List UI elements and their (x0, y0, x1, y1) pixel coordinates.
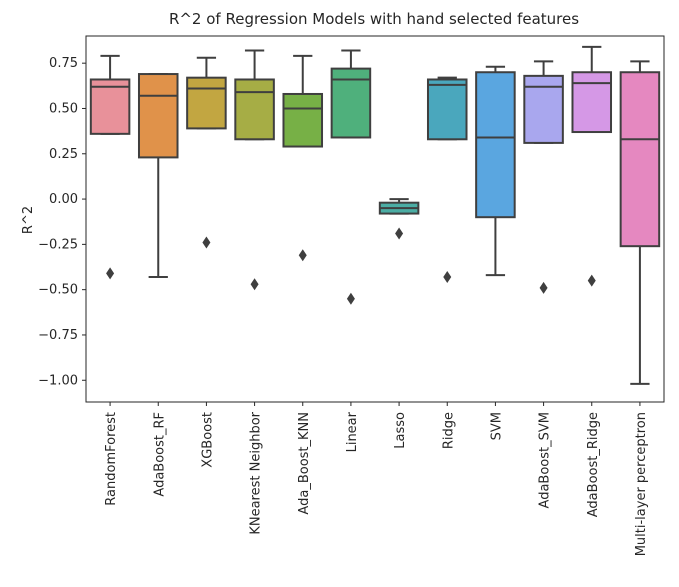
outlier-marker (106, 267, 115, 280)
plot-frame (85, 35, 665, 403)
x-tick-label: KNearest Neighbor (249, 411, 264, 534)
x-tick-label: XGBoost (200, 412, 215, 468)
y-tick-label: −0.25 (38, 237, 78, 252)
box-group (186, 56, 227, 249)
outlier-marker (250, 278, 259, 291)
x-tick-label: Linear (345, 411, 360, 452)
outlier-marker (395, 227, 404, 240)
box-group (330, 49, 372, 305)
y-tick-label: −0.75 (38, 328, 78, 343)
x-axis-ticks: RandomForest AdaBoost_RF XGBoost KNearest N… (104, 402, 649, 556)
y-tick-label: 0.25 (49, 147, 78, 162)
box (186, 76, 227, 130)
y-tick-label: 0.50 (49, 101, 78, 116)
box (137, 73, 179, 159)
x-tick-label: Ridge (441, 412, 456, 449)
outlier-marker (202, 236, 211, 249)
y-tick-label: −0.50 (38, 283, 78, 298)
box-group (475, 65, 516, 277)
x-tick-label: SVM (489, 412, 504, 440)
box-group (234, 49, 275, 291)
box (89, 78, 131, 135)
box-group (426, 76, 468, 283)
box (571, 71, 613, 134)
outlier-marker (443, 270, 452, 283)
y-axis-ticks: 0.75 0.50 0.25 0.00 −0.25 −0.50 −0.75 −1.00 (38, 56, 86, 388)
outlier-marker (539, 281, 548, 294)
y-tick-label: 0.00 (49, 192, 78, 207)
box-group (571, 45, 613, 287)
box (282, 92, 324, 148)
plot-area (89, 45, 661, 385)
x-tick-label: Multi-layer perceptron (634, 412, 649, 556)
y-axis-label: R^2 (21, 206, 36, 234)
box-group (619, 60, 661, 385)
box (234, 78, 275, 141)
x-tick-label: AdaBoost_RF (152, 412, 167, 497)
box-group (523, 60, 564, 294)
box (619, 71, 661, 248)
box (475, 71, 516, 219)
y-tick-label: 0.75 (49, 56, 78, 71)
box-group (378, 198, 420, 240)
x-tick-label: RandomForest (104, 412, 119, 506)
x-tick-label: Lasso (393, 412, 408, 449)
box-group (137, 73, 179, 278)
box-group (89, 54, 131, 280)
box (426, 78, 468, 141)
chart-title: R^2 of Regression Models with hand selec… (169, 10, 579, 28)
x-tick-label: AdaBoost_SVM (538, 412, 553, 508)
outlier-marker (298, 249, 307, 262)
x-tick-label: AdaBoost_Ridge (586, 412, 601, 517)
outlier-marker (587, 274, 596, 287)
box-group (282, 54, 324, 262)
y-tick-label: −1.00 (38, 373, 78, 388)
outlier-marker (346, 292, 355, 305)
x-tick-label: Ada_Boost_KNN (297, 412, 312, 515)
